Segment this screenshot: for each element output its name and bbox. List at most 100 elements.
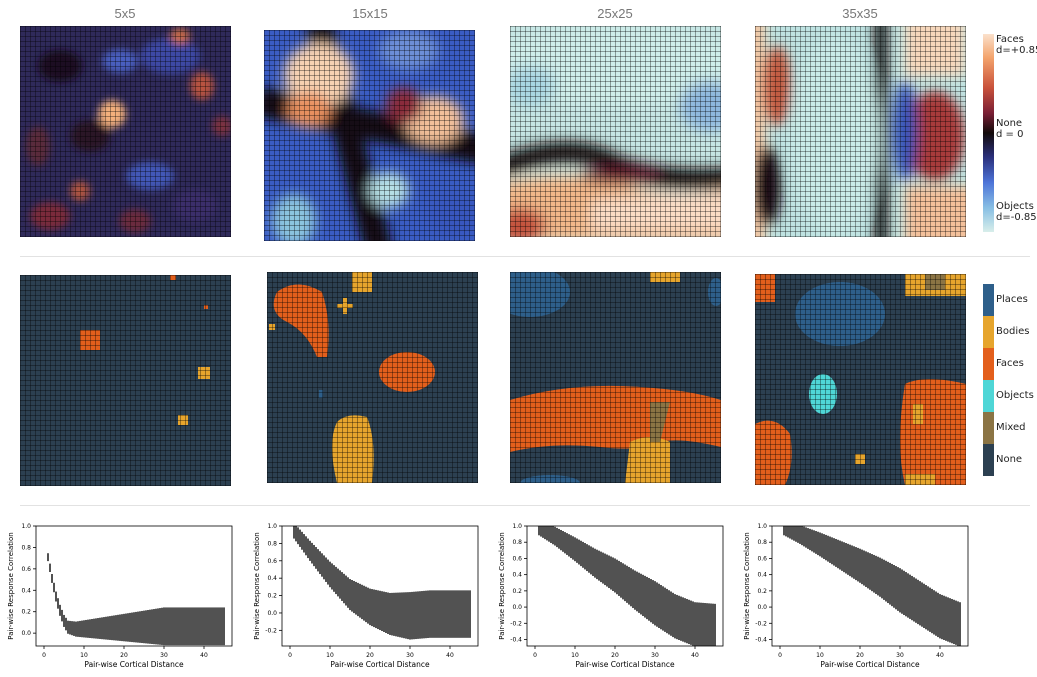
x-tick-label: 30	[406, 652, 414, 659]
x-axis-label: Pair-wise Cortical Distance	[330, 660, 430, 669]
category-map-25x25	[510, 272, 721, 483]
y-tick-label: 1.0	[757, 523, 767, 530]
column-title-5x5: 5x5	[114, 6, 136, 21]
legend-swatch-objects	[983, 380, 994, 412]
y-tick-label: 0.4	[21, 587, 31, 594]
y-tick-label: 0.8	[267, 540, 277, 547]
scatter-points	[293, 526, 471, 640]
legend-swatch-mixed	[983, 412, 994, 444]
y-tick-label: 0.6	[757, 555, 767, 562]
colorbar-bottom-label: Objects	[996, 201, 1034, 212]
x-tick-label: 10	[326, 652, 334, 659]
legend-swatch-places	[983, 284, 994, 316]
y-tick-label: 0.0	[757, 604, 767, 611]
legend-label-bodies: Bodies	[996, 326, 1030, 337]
category-map-35x35	[755, 274, 966, 485]
selectivity-map-35x35	[755, 26, 966, 237]
x-tick-label: 30	[160, 652, 168, 659]
y-tick-label: 1.0	[512, 523, 522, 530]
legend-label-mixed: Mixed	[996, 422, 1026, 433]
y-tick-label: -0.4	[510, 637, 522, 644]
scatter-points	[538, 526, 716, 646]
legend-label-objects: Objects	[996, 390, 1034, 401]
correlation-plot-5x5: 0 10 20 30 40 0.0 0.2 0.4 0.6 0.8 1.0 Pair-wise Cor…	[7, 523, 233, 669]
plot-frame	[281, 525, 479, 647]
y-tick-label: 0.8	[512, 539, 522, 546]
y-tick-label: 0.6	[512, 555, 522, 562]
scatter-points	[47, 553, 225, 646]
y-tick-label: -0.2	[755, 620, 767, 627]
row-separator-1	[20, 256, 1030, 257]
x-tick-label: 10	[80, 652, 88, 659]
correlation-plot-15x15: 0 10 20 30 40 -0.2 0.0 0.2 0.4 0.6 0.8 1.0 Pair-wise…	[253, 523, 479, 669]
legend-label-faces: Faces	[996, 358, 1024, 369]
x-tick-label: 30	[651, 652, 659, 659]
correlation-plot-35x35: 0 10 20 30 40 -0.4 -0.2 0.0 0.2 0.4 0.6 0.8 1.0 Pair-…	[743, 523, 969, 669]
x-tick-label: 0	[778, 652, 782, 659]
y-tick-label: 0.8	[21, 544, 31, 551]
category-map-15x15	[267, 272, 478, 483]
y-tick-label: 0.0	[21, 630, 31, 637]
y-tick-label: 1.0	[21, 523, 31, 530]
legend-swatch-none	[983, 444, 994, 476]
x-tick-label: 20	[856, 652, 864, 659]
plot-frame	[35, 525, 233, 647]
colorbar-mid-label: None	[996, 118, 1023, 129]
scatter-points	[783, 526, 961, 646]
legend-label-places: Places	[996, 294, 1028, 305]
column-title-35x35: 35x35	[842, 6, 878, 21]
colorbar-top-value: d=+0.85	[996, 45, 1037, 56]
selectivity-colorbar	[983, 34, 994, 232]
plot-frame	[771, 525, 969, 647]
colorbar-bottom-value: d=-0.85	[996, 212, 1037, 223]
y-tick-label: 0.0	[512, 604, 522, 611]
row-separator-2	[20, 505, 1030, 506]
y-axis-label: Pair-wise Response Correlation	[743, 532, 751, 639]
x-axis-label: Pair-wise Cortical Distance	[820, 660, 920, 669]
y-tick-label: 1.0	[267, 523, 277, 530]
y-tick-label: 0.8	[757, 539, 767, 546]
y-tick-label: -0.2	[510, 620, 522, 627]
column-title-25x25: 25x25	[597, 6, 633, 21]
x-axis-label: Pair-wise Cortical Distance	[84, 660, 184, 669]
y-tick-label: 0.2	[267, 593, 277, 600]
legend-label-none: None	[996, 454, 1023, 465]
legend-swatch-faces	[983, 348, 994, 380]
y-tick-label: 0.2	[512, 588, 522, 595]
y-tick-label: 0.4	[757, 572, 767, 579]
selectivity-map-5x5	[20, 26, 231, 237]
x-tick-label: 30	[896, 652, 904, 659]
plot-frame	[526, 525, 724, 647]
x-tick-label: 40	[691, 652, 699, 659]
colorbar-mid-value: d = 0	[996, 129, 1024, 140]
x-tick-label: 20	[611, 652, 619, 659]
colorbar-top-label: Faces	[996, 34, 1024, 45]
correlation-plot-25x25: 0 10 20 30 40 -0.4 -0.2 0.0 0.2 0.4 0.6 0.8 1.0 Pair-…	[498, 523, 724, 669]
y-tick-label: 0.4	[267, 575, 277, 582]
category-map-5x5	[20, 275, 231, 486]
y-tick-label: -0.4	[755, 637, 767, 644]
legend-swatch-bodies	[983, 316, 994, 348]
x-tick-label: 40	[200, 652, 208, 659]
x-tick-label: 40	[936, 652, 944, 659]
y-tick-label: 0.6	[21, 566, 31, 573]
x-tick-label: 10	[571, 652, 579, 659]
x-tick-label: 10	[816, 652, 824, 659]
y-axis-label: Pair-wise Response Correlation	[7, 532, 15, 639]
x-tick-label: 0	[533, 652, 537, 659]
column-title-15x15: 15x15	[352, 6, 388, 21]
y-axis-label: Pair-wise Response Correlation	[498, 532, 506, 639]
y-axis-label: Pair-wise Response Correlation	[253, 532, 261, 639]
x-tick-label: 0	[288, 652, 292, 659]
y-tick-label: 0.0	[267, 610, 277, 617]
y-tick-label: 0.2	[21, 609, 31, 616]
x-axis-label: Pair-wise Cortical Distance	[575, 660, 675, 669]
selectivity-map-25x25	[510, 26, 721, 237]
x-tick-label: 20	[366, 652, 374, 659]
y-tick-label: 0.2	[757, 588, 767, 595]
y-tick-label: 0.4	[512, 572, 522, 579]
x-tick-label: 0	[42, 652, 46, 659]
y-tick-label: -0.2	[265, 627, 277, 634]
x-tick-label: 40	[446, 652, 454, 659]
y-tick-label: 0.6	[267, 558, 277, 565]
